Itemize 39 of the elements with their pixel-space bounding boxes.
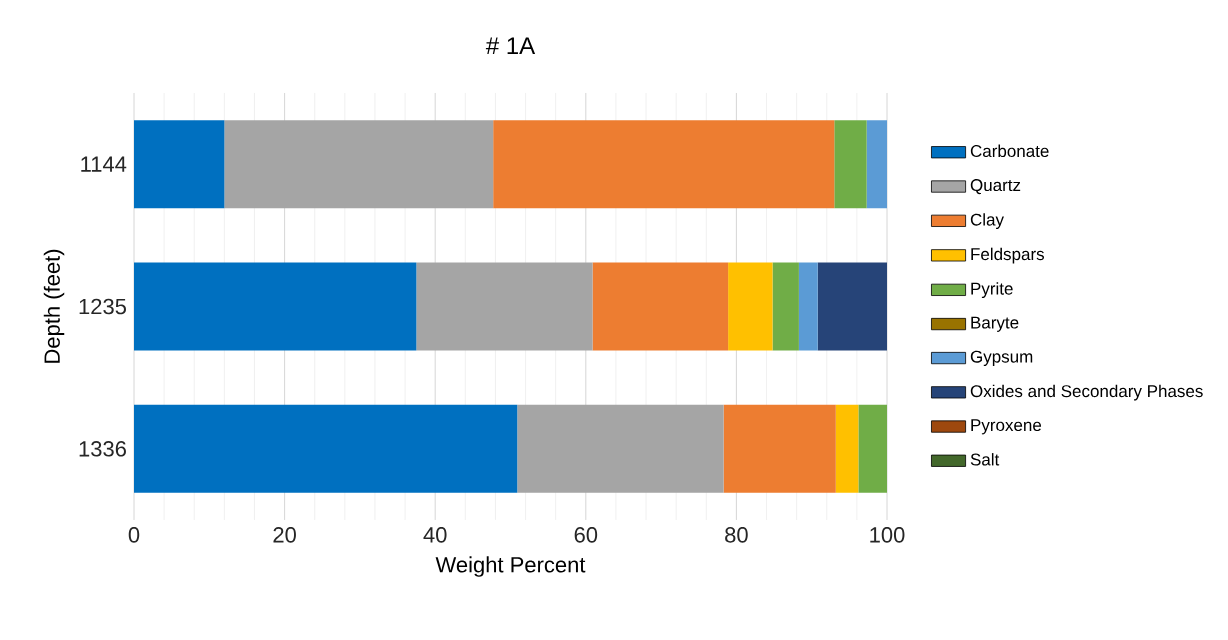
legend-label: Pyrite — [971, 282, 1013, 299]
x-tick-label: 20 — [273, 527, 296, 543]
bar — [817, 262, 887, 351]
legend-label: Salt — [970, 453, 1000, 466]
bar — [866, 120, 887, 209]
legend-label: Pyroxene — [971, 419, 1042, 435]
bar — [858, 404, 887, 493]
y-tick-label: 1336 — [79, 441, 126, 457]
legend-label: Feldspars — [971, 247, 1044, 264]
legend-label: Gypsum — [970, 350, 1033, 366]
legend-label: Oxides and Secondary Phases — [970, 384, 1203, 401]
bar — [834, 120, 867, 209]
bar — [723, 404, 836, 493]
bar — [134, 120, 225, 209]
bar — [134, 404, 518, 493]
bar — [517, 404, 724, 493]
x-tick-label: 60 — [574, 527, 598, 543]
y-tick-label: 1235 — [79, 298, 126, 315]
bar — [798, 262, 818, 351]
bar — [493, 120, 835, 209]
legend-label: Carbonate — [970, 144, 1049, 158]
x-axis-title: Weight Percent — [435, 556, 586, 577]
y-axis-title: Depth (feet) — [43, 249, 65, 363]
bar — [134, 262, 417, 351]
bar — [728, 262, 773, 351]
x-tick-label: 40 — [423, 527, 447, 543]
bar — [224, 120, 494, 209]
legend-label: Quartz — [970, 179, 1021, 195]
x-tick-label: 0 — [128, 527, 140, 543]
x-tick-label: 80 — [725, 527, 748, 543]
bar — [772, 262, 799, 351]
bar — [835, 404, 859, 493]
y-tick-label: 1144 — [81, 156, 127, 172]
bar — [592, 262, 729, 351]
legend-label: Clay — [970, 213, 1004, 229]
chart-title: # 1A — [485, 37, 536, 54]
bar — [416, 262, 593, 351]
legend-label: Baryte — [971, 316, 1019, 332]
x-tick-label: 100 — [870, 527, 905, 543]
